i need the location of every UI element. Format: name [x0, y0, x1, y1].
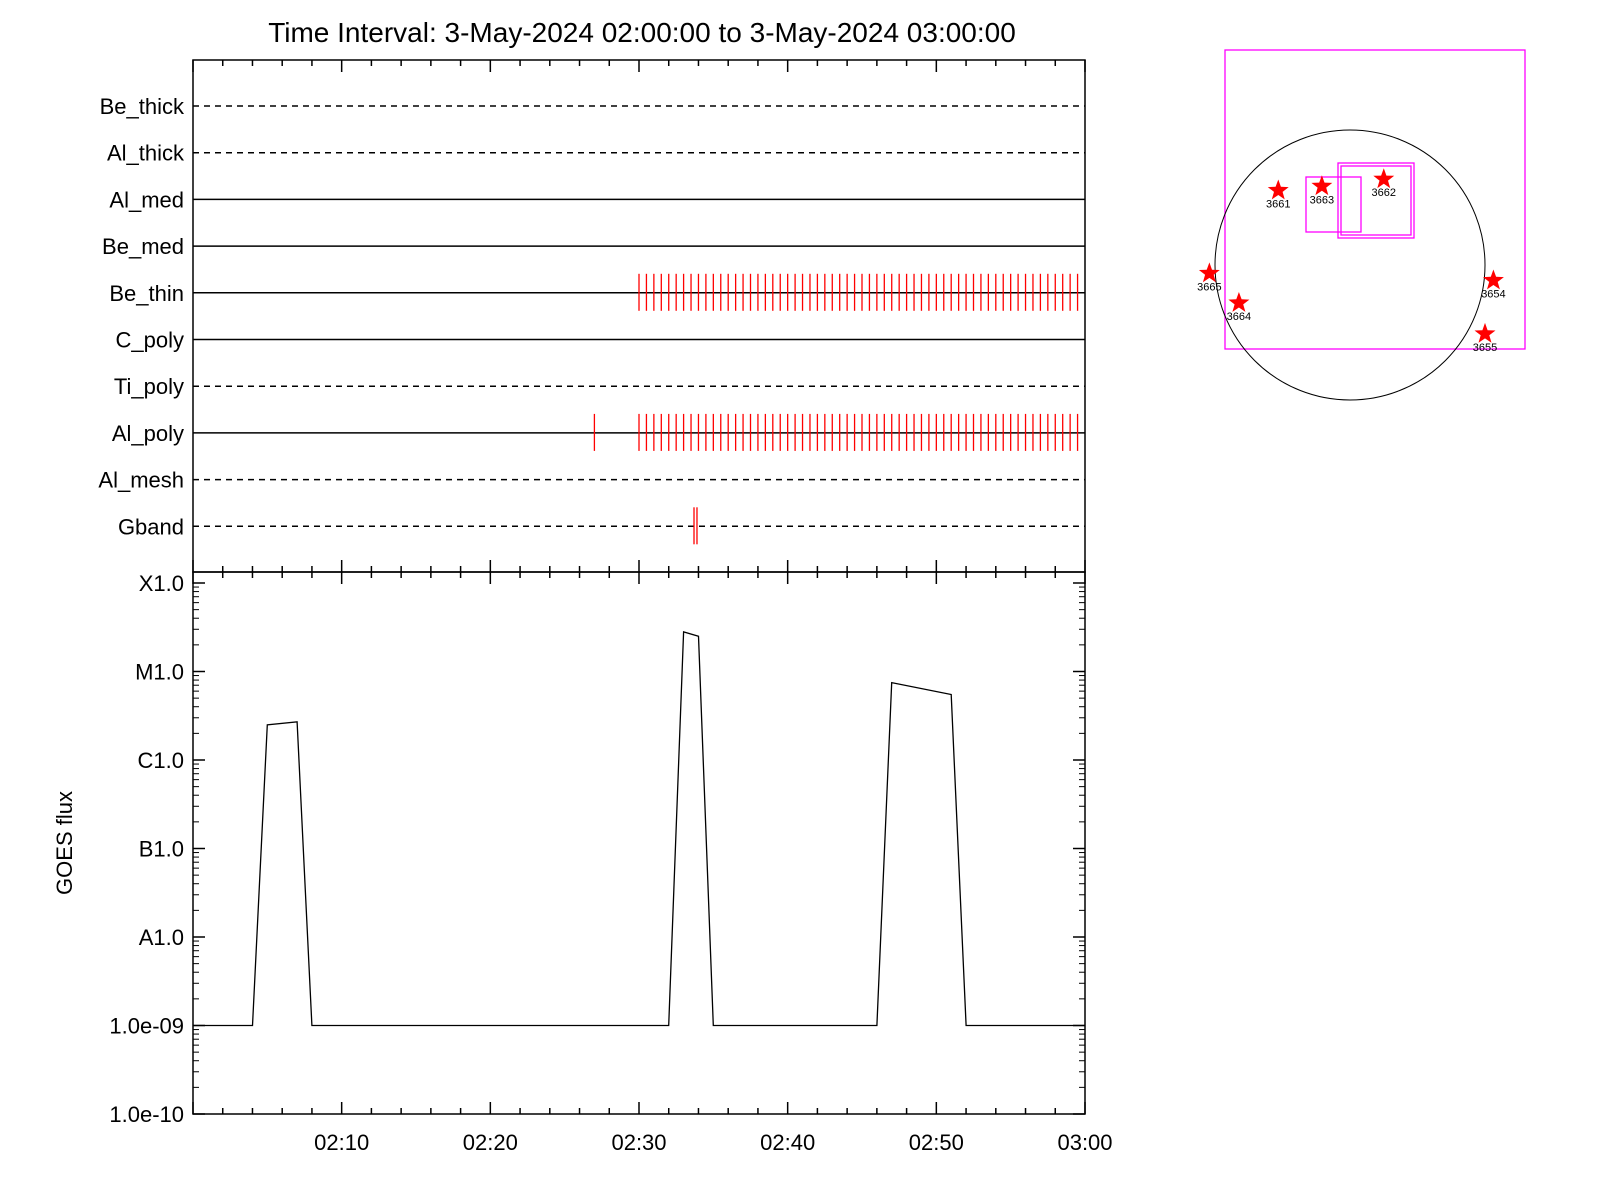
region-number-label: 3654 [1481, 288, 1505, 300]
flux-x-tick-label: 02:40 [760, 1130, 815, 1155]
chart-title: Time Interval: 3-May-2024 02:00:00 to 3-… [268, 17, 1016, 48]
flux-y-tick-label: B1.0 [139, 837, 184, 862]
region-star-marker [1483, 269, 1504, 290]
timeline-row-label: Al_mesh [98, 468, 184, 493]
fov-inner-box [1305, 176, 1362, 233]
flux-y-tick-label: 1.0e-10 [109, 1102, 184, 1127]
timeline-row: Al_mesh [98, 468, 1085, 493]
timeline-row-label: Be_thin [109, 281, 184, 306]
timeline-row-label: Gband [118, 514, 184, 539]
timeline-row: Gband [118, 507, 1085, 545]
flux-x-tick-label: 02:30 [611, 1130, 666, 1155]
region-number-label: 3655 [1473, 342, 1497, 354]
region-star-marker [1267, 179, 1289, 200]
timeline-row-label: C_poly [116, 328, 184, 353]
solar-limb-circle [1214, 129, 1486, 401]
active-region: 3664 [1227, 292, 1251, 323]
timeline-row: Ti_poly [114, 374, 1085, 399]
timeline-row-label: Al_poly [112, 421, 184, 446]
attenuator-timeline-panel: Be_thick Al_thick Al_med Be_med Be_thin C_pol… [98, 59, 1086, 573]
solar-disk-map: 3661 3663 3662 3665 3664 3654 3655 [1197, 49, 1526, 401]
fov-inner-box [1337, 162, 1415, 239]
flux-x-tick-label: 02:10 [314, 1130, 369, 1155]
timeline-row: Al_thick [107, 141, 1085, 166]
active-region: 3654 [1481, 269, 1506, 300]
flux-y-axis-label: GOES flux [52, 791, 77, 895]
timeline-frame [192, 59, 1086, 573]
region-star-marker [1311, 175, 1333, 196]
region-number-label: 3664 [1227, 311, 1251, 323]
timeline-row-label: Al_thick [107, 141, 185, 166]
region-star-marker [1474, 322, 1496, 343]
region-number-label: 3661 [1266, 198, 1290, 210]
timeline-row-label: Al_med [109, 187, 184, 212]
flux-x-tick-label: 02:50 [909, 1130, 964, 1155]
active-region: 3662 [1372, 168, 1396, 199]
flux-y-tick-label: A1.0 [139, 925, 184, 950]
timeline-row: Be_thick [100, 94, 1085, 119]
timeline-row: Be_thin [109, 273, 1085, 311]
region-star-marker [1198, 262, 1220, 283]
region-number-label: 3665 [1197, 281, 1221, 293]
goes-flux-line [193, 631, 1085, 1027]
field-of-view-box [1224, 49, 1526, 350]
flux-y-tick-label: C1.0 [138, 748, 184, 773]
active-region: 3661 [1266, 179, 1291, 210]
flux-frame [192, 571, 1086, 1115]
flux-y-tick-label: M1.0 [135, 660, 184, 685]
flux-x-tick-label: 02:20 [463, 1130, 518, 1155]
timeline-row: Al_poly [112, 413, 1085, 451]
fov-inner-box [1340, 165, 1412, 236]
region-number-label: 3662 [1372, 187, 1396, 199]
active-region: 3665 [1197, 262, 1222, 293]
flux-y-tick-label: X1.0 [139, 571, 184, 596]
timeline-row: C_poly [116, 328, 1085, 353]
timeline-row: Al_med [109, 187, 1085, 212]
flux-y-tick-label: 1.0e-09 [109, 1014, 184, 1039]
timeline-row-label: Be_thick [100, 94, 185, 119]
timeline-row-label: Ti_poly [114, 374, 184, 399]
timeline-row-label: Be_med [102, 234, 184, 259]
active-region: 3655 [1473, 322, 1497, 354]
region-star-marker [1228, 292, 1250, 312]
region-star-marker [1373, 168, 1395, 189]
flux-x-tick-label: 03:00 [1057, 1130, 1112, 1155]
active-region: 3663 [1310, 175, 1334, 206]
goes-flux-panel: 02:10 02:20 02:30 02:40 02:50 03:00 1.0e-10 1.0… [52, 571, 1113, 1155]
region-number-label: 3663 [1310, 194, 1334, 206]
timeline-row: Be_med [102, 234, 1085, 259]
